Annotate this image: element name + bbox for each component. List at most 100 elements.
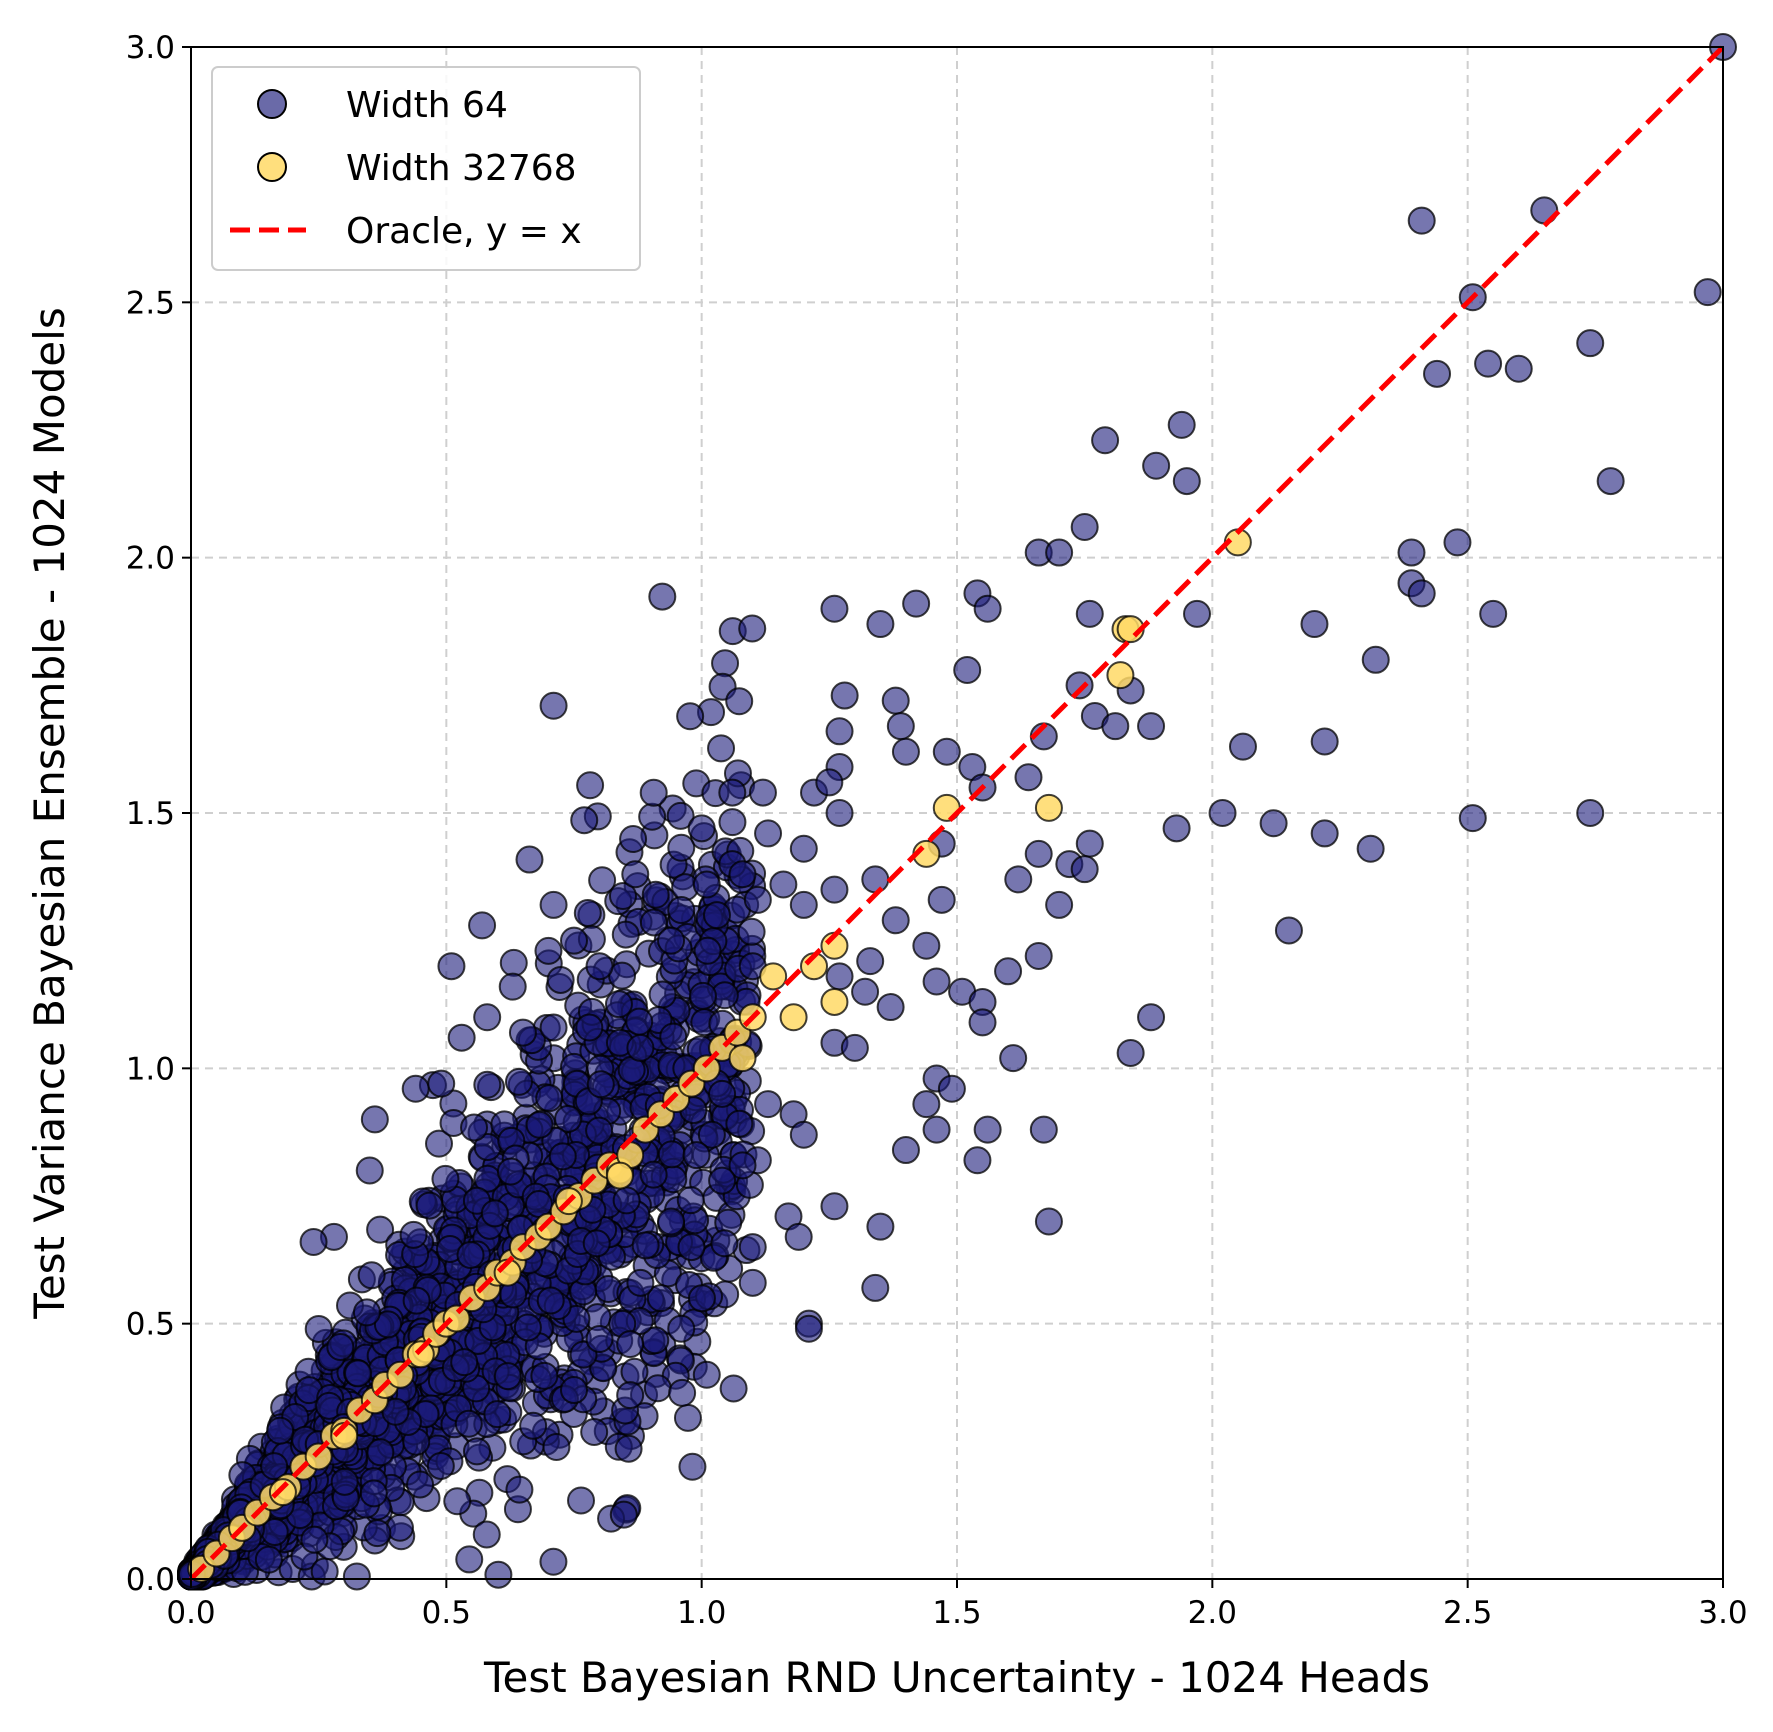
x-tick-label: 0.0 (166, 1595, 215, 1631)
width-64-point (570, 806, 599, 835)
width-64-point (784, 1222, 813, 1251)
width-64-point (648, 980, 677, 1009)
width-32768-point (759, 962, 788, 991)
width-64-point (609, 1500, 638, 1529)
width-64-point (953, 656, 982, 685)
width-64-point (769, 870, 798, 899)
width-64-point (585, 1116, 614, 1145)
width-64-point (582, 1229, 611, 1258)
width-64-point (1142, 451, 1171, 480)
width-64-point (300, 1525, 329, 1554)
width-64-point (484, 1560, 513, 1589)
width-64-point (310, 1557, 339, 1586)
width-64-point (1167, 410, 1196, 439)
width-64-point (631, 1231, 660, 1260)
width-64-point (1693, 278, 1722, 307)
x-tick-label: 0.5 (422, 1595, 471, 1631)
width-64-point (1479, 599, 1508, 628)
width-64-point (304, 1314, 333, 1343)
width-64-point (643, 1374, 672, 1403)
width-64-point (639, 1160, 668, 1189)
axis-ticks: 0.0 0.5 1.0 1.5 2.0 2.5 3.0 0.0 0.5 1.0 1.5 2.0 2.5 3… (126, 30, 1748, 1631)
width-64-point (707, 734, 736, 763)
width-64-point (455, 1545, 484, 1574)
width-64-point (1045, 890, 1074, 919)
width-64-point (266, 1416, 295, 1445)
width-64-point (968, 1008, 997, 1037)
width-64-point (415, 1191, 444, 1220)
width-64-point (861, 865, 890, 894)
width-64-point (789, 890, 818, 919)
width-64-point (866, 1212, 895, 1241)
width-64-point (876, 993, 905, 1022)
width-64-point (646, 1284, 675, 1313)
width-64-point (922, 967, 951, 996)
width-64-point (402, 1286, 431, 1315)
width-64-point (657, 926, 686, 955)
width-64-point (657, 1140, 686, 1169)
width-64-point (1576, 799, 1605, 827)
width-64-point (344, 1359, 373, 1388)
width-64-point (1183, 599, 1212, 628)
oracle-line-group (189, 45, 1725, 1581)
width-64-point (687, 814, 716, 843)
width-64-point (360, 1105, 389, 1134)
width-64-point (932, 737, 961, 766)
width-64-point (1029, 1115, 1058, 1144)
width-64-point (1228, 732, 1257, 761)
width-64-point (355, 1156, 384, 1185)
width-64-point (657, 1207, 686, 1236)
width-64-point (515, 845, 544, 874)
width-64-point (648, 582, 677, 611)
width-64-point (260, 1452, 289, 1481)
width-64-point (1116, 1039, 1145, 1068)
width-64-point (560, 926, 588, 955)
width-64-point (673, 1403, 702, 1432)
width-64-point (912, 931, 941, 960)
legend-label-oracle: Oracle, y = x (346, 211, 582, 252)
width-64-point (505, 1475, 534, 1504)
width-64-point (385, 1513, 414, 1542)
width-64-point (738, 1233, 767, 1262)
width-64-point (677, 1233, 706, 1262)
width-64-point (399, 1220, 428, 1249)
width-32768-point (779, 1003, 808, 1032)
legend-marker-width-64 (257, 89, 287, 119)
width-64-point (820, 875, 849, 904)
width-64-point (534, 936, 563, 965)
width-64-point (708, 1166, 737, 1195)
width-32768-point (692, 1054, 721, 1083)
width-64-point (891, 1136, 920, 1165)
width-64-point (426, 1451, 455, 1480)
width-64-point (513, 1313, 542, 1342)
width-64-point (861, 1273, 890, 1302)
width-64-point (560, 1376, 588, 1405)
width-64-point (1091, 426, 1120, 455)
width-32768-point (442, 1304, 471, 1333)
width-64-point (493, 1362, 522, 1391)
width-64-point (1065, 671, 1094, 700)
width-64-point (856, 947, 885, 976)
width-64-point (668, 1378, 697, 1407)
width-64-point (708, 1079, 737, 1108)
width-32768-point (268, 1478, 297, 1507)
width-64-point (851, 977, 880, 1006)
width-64-point (1070, 513, 1099, 542)
width-64-point (621, 860, 650, 889)
width-64-point (1300, 610, 1329, 639)
width-64-point (667, 896, 696, 925)
width-64-point (902, 589, 931, 618)
width-64-point (1024, 941, 1053, 970)
width-64-point (425, 1129, 454, 1158)
width-64-point (718, 778, 747, 807)
width-64-point (473, 1070, 502, 1099)
width-64-point (789, 834, 818, 863)
y-tick-label: 1.0 (126, 1051, 175, 1087)
width-64-point (604, 990, 633, 1019)
width-64-point (667, 1314, 696, 1343)
width-64-point (576, 771, 605, 800)
width-64-point (718, 808, 747, 837)
width-64-point (1356, 834, 1385, 863)
legend: Width 64 Width 32768 Oracle, y = x (211, 66, 641, 271)
